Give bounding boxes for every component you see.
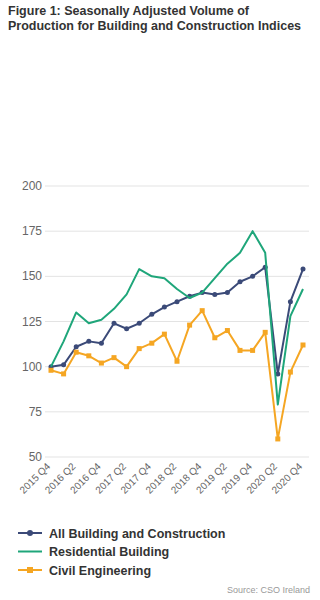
point [61,362,66,367]
point [275,436,280,441]
source-note: Source: CSO Ireland [227,585,310,595]
point [112,355,117,360]
point [149,341,154,346]
point [225,290,230,295]
point [238,348,243,353]
point [238,279,243,284]
point [137,321,142,326]
y-tick-label: 200 [22,179,42,193]
point [99,341,104,346]
point [61,371,66,376]
point [86,339,91,344]
grid-line [45,321,309,322]
grid-line [45,186,309,187]
point [288,299,293,304]
y-tick-label: 100 [22,360,42,374]
plot-area [49,231,306,441]
point [301,267,306,272]
point [162,332,167,337]
point [225,328,230,333]
x-tick-label: 2020 Q4 [270,460,305,495]
point [162,305,167,310]
point [149,312,154,317]
y-tick-label: 75 [29,405,43,419]
point [175,299,180,304]
chart-title: Figure 1: Seasonally Adjusted Volume of … [8,4,308,34]
point [250,274,255,279]
series-line [51,231,303,404]
grid-line [45,231,309,232]
point [74,344,79,349]
series-line [51,267,303,374]
point [137,346,142,351]
y-tick-label: 125 [22,315,42,329]
point [250,348,255,353]
y-tick-label: 50 [29,450,43,464]
chart: 50751001251501752002015 Q42016 Q22016 Q4… [0,0,320,600]
point [99,361,104,366]
grid-line [45,457,309,458]
legend-label: Civil Engineering [49,564,151,578]
point [74,350,79,355]
point [175,359,180,364]
legend-label: Residential Building [49,545,169,559]
point [301,342,306,347]
point [112,321,117,326]
y-tick-label: 175 [22,224,42,238]
point [86,353,91,358]
point [212,335,217,340]
grid-line [45,276,309,277]
point [212,292,217,297]
point [124,364,129,369]
legend-label: All Building and Construction [49,527,225,541]
legend-marker [27,530,33,536]
point [124,326,129,331]
series-line [51,311,303,439]
y-tick-label: 150 [22,269,42,283]
point [49,368,54,373]
grid-line [45,411,309,412]
point [187,323,192,328]
point [263,330,268,335]
point [200,308,205,313]
legend-swatch [18,551,42,553]
point [288,370,293,375]
legend-marker [27,567,33,573]
